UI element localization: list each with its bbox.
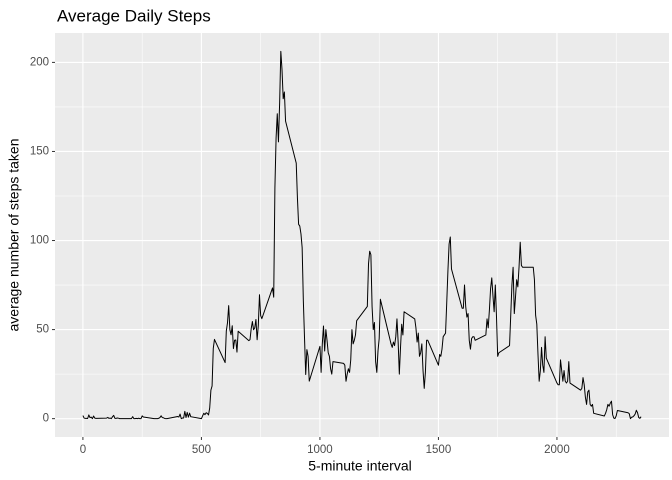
x-tick-label: 1000 (307, 444, 333, 456)
y-tick-label: 200 (30, 56, 49, 68)
data-line (82, 50, 642, 420)
y-tick-label: 0 (43, 413, 49, 425)
y-tick-label: 100 (30, 235, 49, 247)
x-tick-label: 0 (80, 444, 86, 456)
x-tick-label: 500 (192, 444, 211, 456)
x-tick-label: 2000 (544, 444, 570, 456)
panel (55, 33, 669, 437)
y-tick-label: 50 (36, 324, 49, 336)
x-axis-label: 5-minute interval (308, 458, 412, 474)
y-tick-label: 150 (30, 145, 49, 157)
y-axis-label: average number of steps taken (6, 138, 22, 331)
chart-title: Average Daily Steps (57, 6, 211, 25)
x-tick-label: 1500 (426, 444, 452, 456)
